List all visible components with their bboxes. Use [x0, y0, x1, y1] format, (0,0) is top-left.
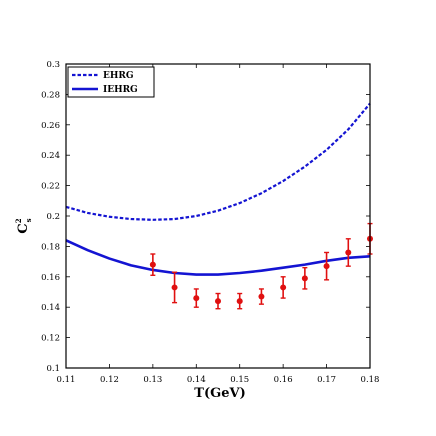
data-point-8: [323, 251, 330, 281]
y-tick-label-5: 0.2: [46, 212, 60, 222]
data-point-1: [171, 271, 178, 304]
y-axis-label: C2s: [14, 218, 33, 233]
y-tick-label-3: 0.16: [41, 273, 60, 283]
y-tick-label-10: 0.3: [46, 60, 60, 70]
y-axis-label-main: C: [16, 223, 31, 233]
y-tick-label-1: 0.12: [41, 334, 60, 344]
legend-box: [67, 66, 155, 98]
x-tick-label-3: 0.14: [187, 375, 206, 385]
y-tick-label-0: 0.1: [46, 364, 60, 374]
y-tick-label-2: 0.14: [41, 303, 60, 313]
data-points: [149, 222, 373, 310]
data-point-7: [301, 266, 308, 290]
x-tick-label-6: 0.17: [317, 375, 336, 385]
y-tick-label-6: 0.22: [41, 182, 60, 192]
y-tick-label-7: 0.24: [41, 151, 60, 161]
data-point-5: [258, 288, 265, 305]
data-point-marker: [280, 284, 287, 291]
x-tick-label-5: 0.16: [274, 375, 293, 385]
curves: [65, 102, 371, 276]
data-point-9: [345, 238, 352, 267]
x-tick-label-0: 0.11: [57, 375, 76, 385]
data-point-4: [236, 292, 243, 310]
axis-ticks: 0.11 0.12 0.13 0.14 0.15 0.16 0.17 0.18 0.1 0.12 0…: [41, 60, 379, 385]
x-axis-label: T(GeV): [194, 386, 245, 401]
legend: EHRG IEHRG: [67, 66, 155, 98]
x-tick-label-1: 0.12: [100, 375, 119, 385]
plot-frame: [65, 63, 371, 369]
y-tick-label-4: 0.18: [41, 242, 60, 252]
data-point-2: [193, 288, 200, 308]
data-point-marker: [258, 293, 265, 300]
data-point-0: [149, 253, 156, 276]
data-point-6: [280, 276, 287, 299]
x-tick-label-7: 0.18: [361, 375, 380, 385]
svg-text:C2s: C2s: [14, 218, 33, 233]
y-axis-label-sub: s: [24, 218, 33, 222]
data-point-marker: [193, 295, 200, 302]
data-point-marker: [171, 284, 178, 291]
x-tick-label-2: 0.13: [143, 375, 162, 385]
data-point-marker: [149, 261, 156, 268]
y-tick-label-8: 0.26: [41, 121, 60, 131]
data-point-marker: [215, 298, 221, 305]
data-point-marker: [301, 275, 308, 282]
data-point-marker: [236, 298, 243, 305]
data-point-marker: [323, 263, 330, 270]
series-iehrg-line: [65, 239, 371, 276]
data-point-marker: [345, 249, 352, 256]
y-axis-label-sup: 2: [14, 218, 23, 223]
data-point-3: [215, 292, 221, 310]
y-tick-label-9: 0.28: [41, 90, 60, 100]
legend-iehrg-label: IEHRG: [103, 85, 138, 95]
legend-ehrg-label: EHRG: [103, 71, 134, 81]
series-ehrg-line: [65, 102, 371, 221]
x-tick-label-4: 0.15: [230, 375, 249, 385]
